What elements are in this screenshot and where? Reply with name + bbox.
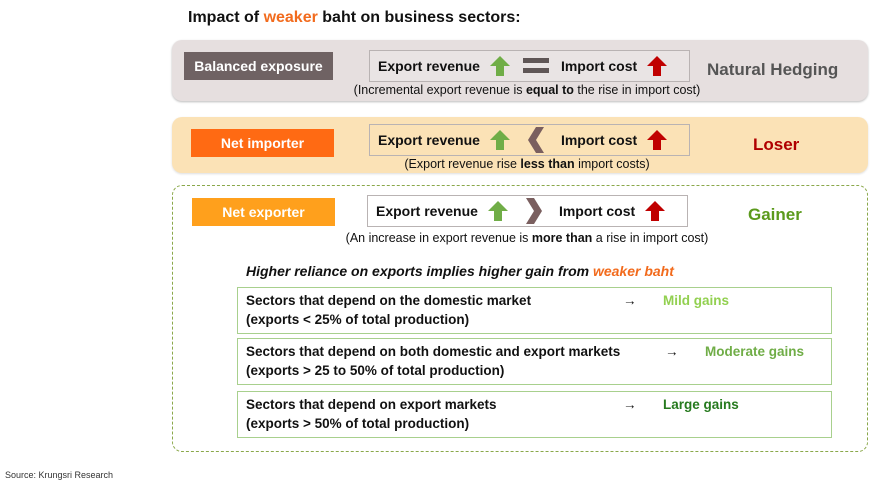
balanced-exposure-label: Balanced exposure: [184, 52, 333, 80]
row-line2: (exports > 50% of total production): [246, 416, 470, 431]
reliance-headline: Higher reliance on exports implies highe…: [246, 263, 674, 279]
net-importer-label: Net importer: [191, 129, 334, 157]
exporter-note: (An increase in export revenue is more t…: [345, 231, 709, 245]
export-revenue-text: Export revenue: [378, 58, 480, 74]
sector-row-export: Sectors that depend on export markets (e…: [237, 391, 832, 438]
balanced-note: (Incremental export revenue is equal to …: [353, 83, 701, 97]
importer-note: (Export revenue rise less than import co…: [404, 157, 650, 171]
row-line1: Sectors that depend on export markets: [246, 397, 497, 412]
less-than-chevron-icon: [519, 127, 553, 153]
comparison-box: Export revenue Import cost: [367, 195, 688, 227]
net-exporter-panel: [172, 185, 868, 452]
net-exporter-label: Net exporter: [192, 198, 335, 226]
up-arrow-green-icon: [489, 56, 510, 76]
up-arrow-red-icon: [647, 56, 668, 76]
gain-level: Large gains: [663, 397, 739, 412]
import-cost-text: Import cost: [560, 132, 638, 148]
up-arrow-red-icon: [645, 201, 666, 221]
row-line1: Sectors that depend on both domestic and…: [246, 344, 621, 359]
page-title: Impact of weaker baht on business sector…: [188, 9, 521, 26]
source-note: Source: Krungsri Research: [5, 470, 114, 480]
gain-level: Mild gains: [663, 293, 730, 308]
row-line2: (exports > 25 to 50% of total production…: [246, 363, 505, 378]
up-arrow-green-icon: [489, 130, 510, 150]
right-arrow-icon: →: [665, 344, 679, 359]
right-arrow-icon: →: [623, 397, 637, 412]
row-line2: (exports < 25% of total production): [246, 312, 470, 327]
natural-hedging-outcome: Natural Hedging: [707, 60, 839, 79]
gainer-outcome: Gainer: [748, 205, 802, 224]
import-cost-text: Import cost: [560, 58, 638, 74]
loser-outcome: Loser: [753, 135, 800, 154]
sector-row-both: Sectors that depend on both domestic and…: [237, 338, 832, 385]
import-cost-text: Import cost: [558, 203, 636, 219]
up-arrow-green-icon: [487, 201, 508, 221]
greater-than-chevron-icon: [517, 198, 551, 224]
comparison-box: Export revenue Import cost: [369, 50, 690, 82]
equal-icon: [519, 57, 553, 75]
gain-level: Moderate gains: [705, 344, 805, 359]
export-revenue-text: Export revenue: [376, 203, 478, 219]
comparison-box: Export revenue Import cost: [369, 124, 690, 156]
up-arrow-red-icon: [647, 130, 668, 150]
export-revenue-text: Export revenue: [378, 132, 480, 148]
row-line1: Sectors that depend on the domestic mark…: [246, 293, 532, 308]
right-arrow-icon: →: [623, 293, 637, 308]
sector-row-domestic: Sectors that depend on the domestic mark…: [237, 287, 832, 334]
